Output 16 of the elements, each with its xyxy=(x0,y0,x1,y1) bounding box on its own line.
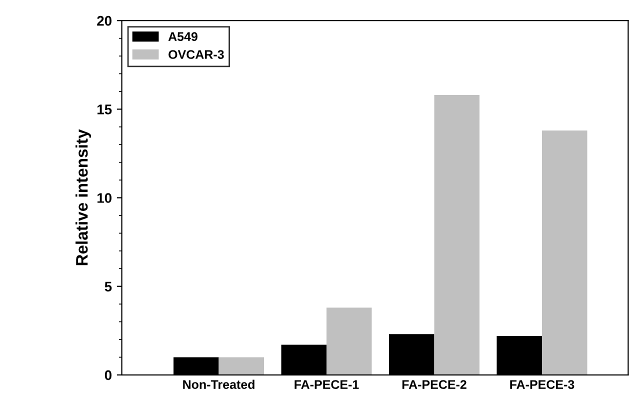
bar xyxy=(434,95,480,375)
y-tick-label: 0 xyxy=(104,370,112,380)
y-axis-title: Relative intensity xyxy=(76,129,92,266)
y-tick-label: 15 xyxy=(97,104,112,114)
x-tick-label: FA-PECE-2 xyxy=(402,380,466,389)
y-tick-label: 20 xyxy=(97,16,112,26)
bar xyxy=(218,357,264,375)
bar xyxy=(542,130,588,375)
x-tick-label: FA-PECE-1 xyxy=(294,380,359,389)
x-tick-label: FA-PECE-3 xyxy=(510,380,574,389)
x-tick-label: Non-Treated xyxy=(183,380,254,389)
legend-label: OVCAR-3 xyxy=(168,50,224,59)
y-tick-label: 10 xyxy=(97,193,112,203)
bar xyxy=(326,308,372,375)
y-tick-label: 5 xyxy=(104,282,112,292)
legend-label: A549 xyxy=(168,32,198,42)
